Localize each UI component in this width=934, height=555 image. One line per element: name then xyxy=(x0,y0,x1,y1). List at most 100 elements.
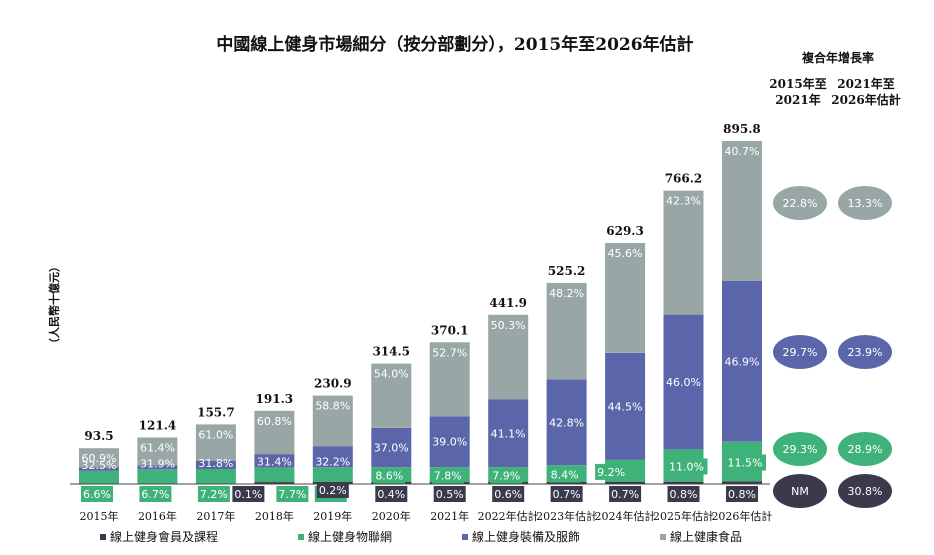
bar-segment-3-9 xyxy=(605,243,646,353)
label-iot-11: 11.5% xyxy=(728,457,763,470)
x-tick-label-8: 2023年估計 xyxy=(536,509,597,523)
label-membership-3: 0.1% xyxy=(234,488,262,501)
x-tick-label-5: 2020年 xyxy=(372,509,411,523)
x-tick-label-1: 2016年 xyxy=(138,509,177,523)
x-tick-label-0: 2015年 xyxy=(80,509,119,523)
bar-segment-2-2 xyxy=(195,460,236,469)
label-gear-5: 37.0% xyxy=(374,442,409,455)
cagr-col1-line1: 2015年至 xyxy=(769,76,826,91)
legend-label-1: 線上健身物聯網 xyxy=(308,529,392,544)
label-gear-2: 31.8% xyxy=(198,457,233,470)
cagr-value-2-1: 28.9% xyxy=(848,443,883,456)
label-box-iot-1 xyxy=(139,486,172,502)
total-label-3: 191.3 xyxy=(256,392,294,406)
bar-segment-3-5 xyxy=(371,363,412,428)
cagr-value-1-0: 29.7% xyxy=(783,346,818,359)
label-box-iot-0 xyxy=(81,486,113,502)
label-membership-6: 0.5% xyxy=(436,488,464,501)
label-gear-9: 44.5% xyxy=(608,400,643,413)
label-food-10: 42.3% xyxy=(666,195,701,208)
legend-swatch-3 xyxy=(660,534,666,540)
label-iot-10: 11.0% xyxy=(669,461,704,474)
bar-segment-1-3 xyxy=(254,467,295,482)
bar-segment-2-3 xyxy=(254,454,295,468)
label-box-membership-5 xyxy=(375,486,408,502)
label-box-membership-4 xyxy=(316,482,349,498)
label-gear-7: 41.1% xyxy=(491,427,526,440)
bar-segment-0-3 xyxy=(254,482,295,484)
x-tick-label-7: 2022年估計 xyxy=(478,509,539,523)
bar-segment-3-4 xyxy=(312,395,353,447)
label-food-9: 45.6% xyxy=(608,247,643,260)
bar-segment-2-6 xyxy=(429,416,470,468)
x-tick-label-9: 2024年估計 xyxy=(595,509,656,523)
total-label-4: 230.9 xyxy=(314,377,352,391)
legend-label-2: 線上健身裝備及服飾 xyxy=(472,529,580,544)
label-food-7: 50.3% xyxy=(491,319,526,332)
label-box-iot-11 xyxy=(724,454,766,471)
cagr-value-1-1: 23.9% xyxy=(848,346,883,359)
cagr-pill-3-1 xyxy=(838,474,892,508)
label-iot-3: 7.7% xyxy=(278,488,306,501)
label-food-0: 60.9% xyxy=(82,452,117,465)
label-gear-4: 32.2% xyxy=(315,455,350,468)
label-gear-1: 31.9% xyxy=(140,457,175,470)
cagr-col2-line1: 2021年至 xyxy=(837,76,894,91)
bar-segment-3-6 xyxy=(429,342,470,417)
total-label-6: 370.1 xyxy=(431,323,469,337)
bar-group: 60.9%32.5% 6.6% 93.5 2015年 61.4% 31.9% 6.7% 121… xyxy=(70,122,772,523)
label-gear-8: 42.8% xyxy=(549,416,584,429)
total-label-11: 895.8 xyxy=(723,122,761,136)
bar-segment-3-0 xyxy=(79,448,119,468)
bar-segment-3-7 xyxy=(488,314,529,400)
label-iot-2: 7.2% xyxy=(200,488,228,501)
label-iot-6: 7.8% xyxy=(434,470,462,483)
total-label-1: 121.4 xyxy=(139,419,177,433)
label-iot-0: 6.6% xyxy=(83,488,111,501)
x-tick-label-6: 2021年 xyxy=(430,509,469,523)
bar-segment-2-9 xyxy=(605,352,646,460)
label-food-8: 48.2% xyxy=(549,287,584,300)
label-membership-5: 0.4% xyxy=(377,488,405,501)
label-gear-6: 39.0% xyxy=(432,436,467,449)
x-tick-label-3: 2018年 xyxy=(255,509,294,523)
bar-segment-3-11 xyxy=(722,141,762,281)
label-food-2: 61.0% xyxy=(198,428,233,441)
total-label-10: 766.2 xyxy=(665,172,703,186)
legend-label-0: 線上健身會員及課程 xyxy=(110,529,218,544)
label-box-iot-9 xyxy=(595,463,628,480)
label-iot-9: 9.2% xyxy=(597,466,625,479)
cagr-pill-0-1 xyxy=(838,186,892,220)
cagr-value-3-0: NM xyxy=(791,485,809,498)
bar-segment-2-5 xyxy=(371,427,412,468)
bar-segment-1-1 xyxy=(137,469,178,484)
cagr-col1-line2: 2021年 xyxy=(775,92,820,107)
label-box-membership-9 xyxy=(609,486,642,502)
bar-segment-0-11 xyxy=(722,481,762,484)
bar-segment-3-10 xyxy=(663,190,704,315)
label-food-3: 60.8% xyxy=(257,415,292,428)
label-iot-7: 7.9% xyxy=(492,470,520,483)
label-food-1: 61.4% xyxy=(140,442,175,455)
legend-swatch-2 xyxy=(462,534,468,540)
x-tick-label-2: 2017年 xyxy=(196,509,235,523)
label-box-iot-10 xyxy=(665,458,708,475)
x-tick-label-4: 2019年 xyxy=(313,509,352,523)
total-label-2: 155.7 xyxy=(197,405,235,419)
label-box-iot-8 xyxy=(548,466,581,483)
label-food-11: 40.7% xyxy=(724,145,759,158)
bar-segment-3-2 xyxy=(195,424,236,461)
label-membership-8: 0.7% xyxy=(553,488,581,501)
cagr-value-0-0: 22.8% xyxy=(783,197,818,210)
label-iot-5: 8.6% xyxy=(375,470,403,483)
label-box-iot-2 xyxy=(197,486,230,502)
label-box-iot-7 xyxy=(490,467,523,484)
cagr-pill-2-1 xyxy=(838,432,892,466)
label-membership-4: 0.2% xyxy=(319,484,347,497)
y-axis-label: （人民幣十億元） xyxy=(47,261,61,349)
bar-segment-2-8 xyxy=(546,379,587,466)
label-food-6: 52.7% xyxy=(432,346,467,359)
bar-segment-3-3 xyxy=(254,410,295,455)
bar-segment-2-1 xyxy=(137,465,178,470)
